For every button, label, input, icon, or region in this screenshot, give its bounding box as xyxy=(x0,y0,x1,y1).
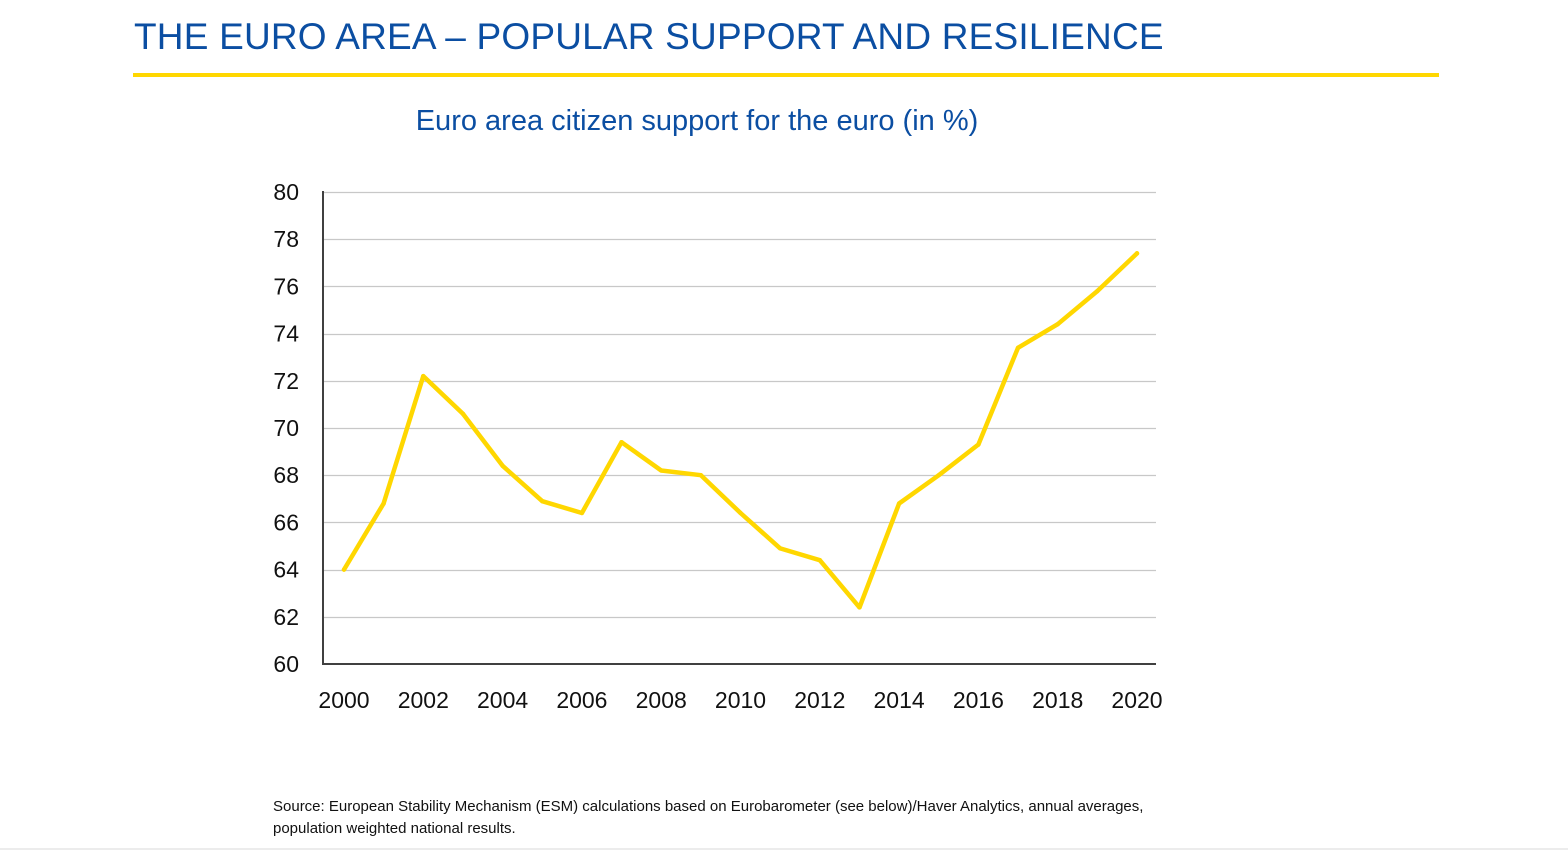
y-tick-label: 78 xyxy=(273,226,299,252)
y-tick-label: 60 xyxy=(273,651,299,677)
x-tick-label: 2006 xyxy=(556,687,607,713)
y-tick-label: 70 xyxy=(273,415,299,441)
x-tick-label: 2018 xyxy=(1032,687,1083,713)
data-point xyxy=(579,510,585,516)
data-point xyxy=(1055,321,1060,327)
chart-title: Euro area citizen support for the euro (… xyxy=(415,105,979,137)
data-point xyxy=(896,501,902,506)
x-tick-label: 2012 xyxy=(794,687,845,713)
x-tick-label: 2016 xyxy=(953,687,1004,713)
data-point xyxy=(857,605,862,610)
data-point xyxy=(817,557,822,563)
bottom-divider xyxy=(0,848,1568,850)
x-tick-label: 2002 xyxy=(398,687,449,713)
data-point xyxy=(659,468,664,473)
data-point xyxy=(1015,345,1021,350)
y-tick-label: 74 xyxy=(273,321,299,347)
data-point xyxy=(1095,288,1100,294)
data-point xyxy=(777,546,783,551)
data-point xyxy=(738,510,743,516)
y-tick-label: 62 xyxy=(273,604,299,630)
data-point xyxy=(619,439,624,445)
data-point xyxy=(381,501,386,506)
data-point xyxy=(1134,251,1140,256)
data-point xyxy=(341,567,347,572)
y-tick-label: 64 xyxy=(273,557,299,583)
data-point xyxy=(540,498,545,504)
series-line xyxy=(341,251,1140,610)
y-tick-label: 76 xyxy=(273,273,299,299)
x-tick-label: 2008 xyxy=(636,687,687,713)
data-point xyxy=(976,442,981,447)
y-tick-label: 66 xyxy=(273,509,299,535)
slide-title: THE EURO AREA – POPULAR SUPPORT AND RESI… xyxy=(134,16,1164,57)
y-tick-label: 72 xyxy=(273,368,299,394)
data-point xyxy=(936,473,941,478)
data-point xyxy=(460,411,466,417)
x-tick-label: 2020 xyxy=(1111,687,1162,713)
x-tick-label: 2014 xyxy=(874,687,925,713)
x-tick-label: 2000 xyxy=(318,687,369,713)
x-tick-label: 2004 xyxy=(477,687,528,713)
data-point xyxy=(698,473,704,478)
data-point xyxy=(421,373,426,379)
y-tick-label: 80 xyxy=(273,179,299,205)
y-tick-label: 68 xyxy=(273,462,299,488)
source-note: Source: European Stability Mechanism (ES… xyxy=(273,798,1144,837)
line-chart: 60 62 64 66 68 70 72 74 76 78 80 2000 2002 2004 2006 20… xyxy=(273,179,1162,713)
x-tick-label: 2010 xyxy=(715,687,766,713)
data-point xyxy=(500,463,505,468)
title-underline xyxy=(133,73,1439,77)
